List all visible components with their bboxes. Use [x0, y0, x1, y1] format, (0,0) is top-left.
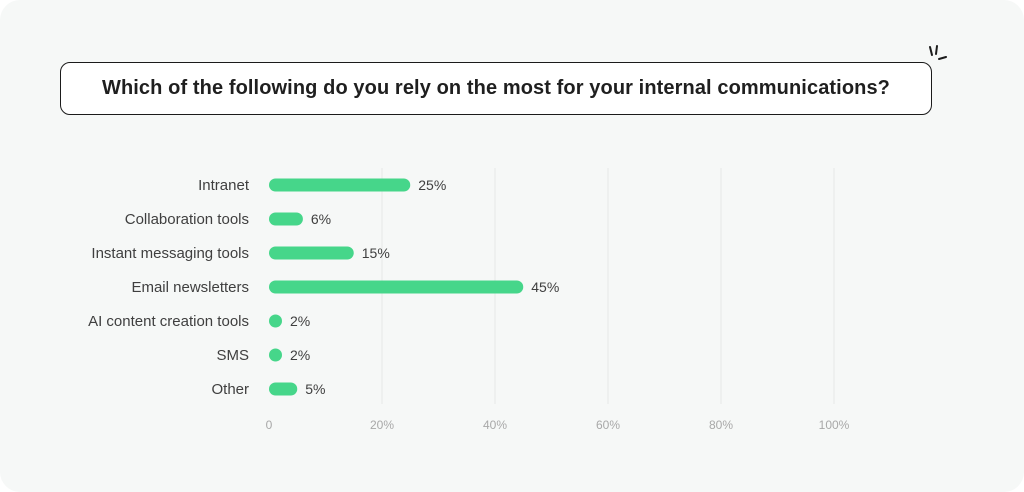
- category-label: Instant messaging tools: [91, 245, 249, 262]
- x-tick-label: 100%: [819, 418, 850, 432]
- value-label: 2%: [290, 347, 310, 363]
- value-label: 5%: [305, 381, 325, 397]
- question-box: Which of the following do you rely on th…: [60, 62, 932, 115]
- category-label: Other: [211, 381, 249, 398]
- value-label: 6%: [311, 211, 331, 227]
- bar: [269, 280, 524, 294]
- bar: [269, 178, 411, 192]
- bar: [269, 314, 282, 328]
- question-title: Which of the following do you rely on th…: [101, 77, 891, 99]
- bar: [269, 382, 298, 396]
- value-label: 45%: [531, 279, 559, 295]
- x-tick-label: 80%: [709, 418, 733, 432]
- category-label: Intranet: [198, 177, 250, 194]
- sparkle-icon: [929, 45, 947, 60]
- x-tick-label: 0: [266, 418, 273, 432]
- category-label: Collaboration tools: [125, 211, 249, 228]
- bar: [269, 246, 354, 260]
- category-label: SMS: [216, 347, 249, 364]
- category-label: AI content creation tools: [88, 313, 249, 330]
- category-label: Email newsletters: [131, 279, 249, 296]
- value-label: 15%: [362, 245, 390, 261]
- bar: [269, 212, 303, 226]
- x-tick-label: 20%: [370, 418, 394, 432]
- x-tick-label: 60%: [596, 418, 620, 432]
- value-label: 25%: [418, 177, 446, 193]
- value-label: 2%: [290, 313, 310, 329]
- bar: [269, 348, 282, 362]
- x-tick-label: 40%: [483, 418, 507, 432]
